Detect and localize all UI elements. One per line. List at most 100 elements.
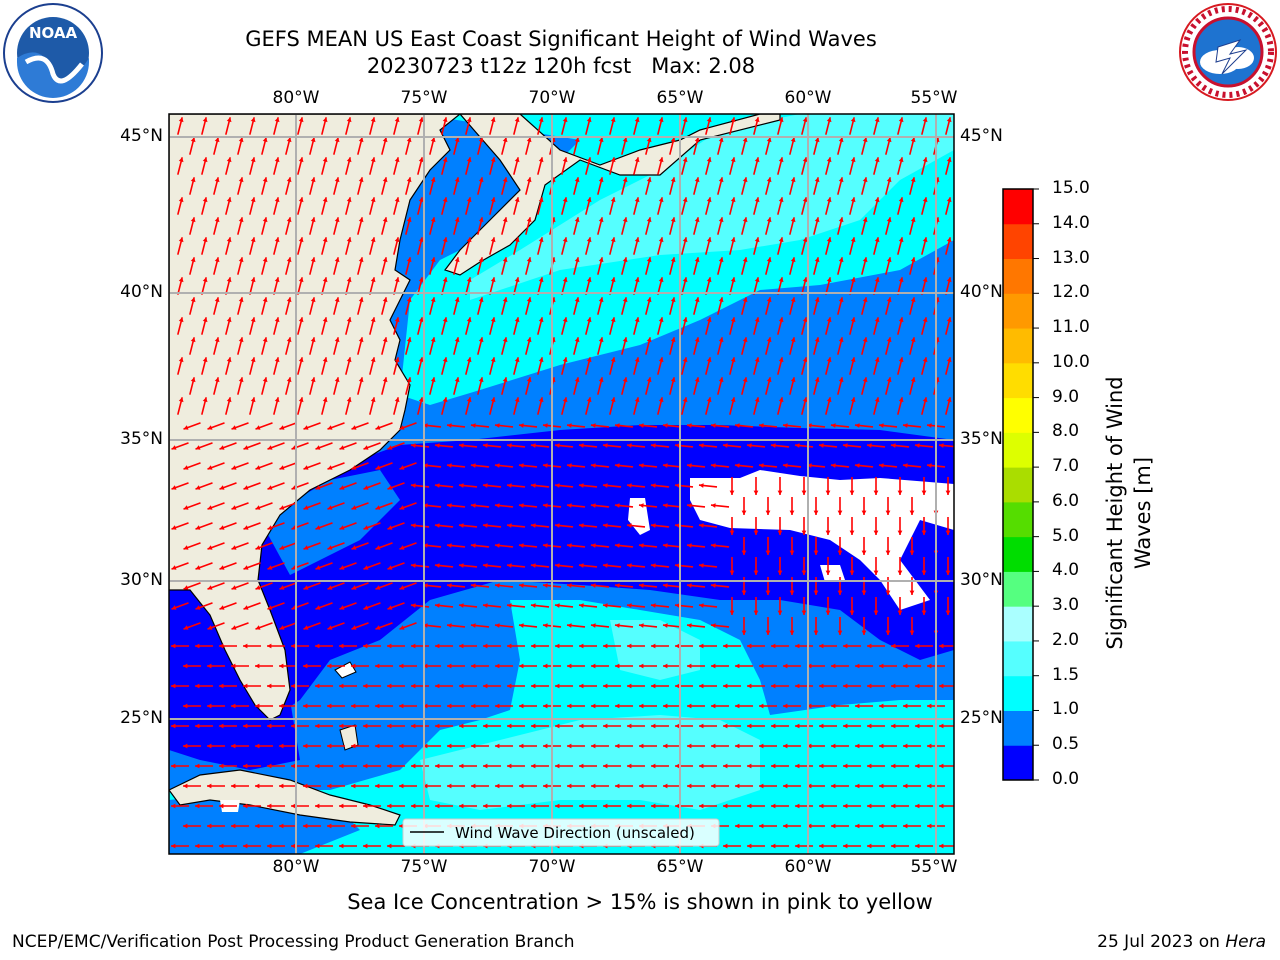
wind-arrow-head (370, 277, 376, 283)
wind-arrow-head (339, 843, 344, 849)
wind-arrow-head (322, 277, 328, 283)
wind-arrow-head (363, 485, 369, 490)
wind-arrow-head (831, 783, 836, 789)
wind-arrow-head (729, 490, 735, 495)
wind-arrow-head (742, 217, 748, 223)
wind-arrow-head (711, 703, 716, 709)
wind-arrow-head (238, 377, 244, 383)
lon-tick-top: 65°W (656, 88, 704, 108)
chart-title: GEFS MEAN US East Coast Significant Heig… (245, 27, 877, 51)
wind-arrow-head (754, 237, 760, 243)
wind-arrow-head (226, 197, 232, 203)
wind-arrow-head (423, 703, 428, 709)
wind-arrow-head (435, 763, 440, 769)
colorbar-tick-label: 4.0 (1052, 560, 1080, 581)
wind-arrow-head (394, 277, 400, 283)
wind-arrow-head (382, 137, 388, 143)
wind-arrow-head (939, 763, 944, 769)
wind-arrow-head (898, 277, 904, 283)
wind-arrow-head (754, 397, 760, 403)
wind-arrow-head (634, 197, 640, 203)
wind-arrow-head (855, 783, 860, 789)
wind-arrow-head (291, 803, 296, 809)
wind-arrow-head (303, 585, 309, 590)
wind-arrow-head (418, 157, 424, 163)
wind-arrow-head (418, 357, 424, 363)
wind-arrow-head (694, 217, 700, 223)
colorbar-tick-label: 15.0 (1052, 178, 1090, 198)
wind-arrow-head (915, 683, 920, 689)
wind-arrow-head (855, 663, 860, 669)
wind-arrow-head (861, 630, 867, 635)
wind-arrow-head (795, 643, 800, 649)
wind-arrow-head (718, 297, 724, 303)
wind-arrow-head (435, 803, 440, 809)
wind-arrow-head (694, 137, 700, 143)
wind-arrow-head (430, 177, 436, 183)
wind-arrow-head (351, 783, 356, 789)
wind-arrow-head (394, 117, 400, 123)
wind-arrow-head (843, 723, 848, 729)
wind-arrow-head (183, 663, 188, 669)
wind-arrow-head (843, 443, 848, 448)
wind-arrow-head (322, 357, 328, 363)
wind-arrow-head (742, 137, 748, 143)
wind-arrow-head (543, 503, 548, 508)
producer-credit: NCEP/EMC/Verification Post Processing Pr… (12, 932, 575, 952)
wind-arrow-head (286, 217, 292, 223)
wind-arrow-head (495, 663, 500, 669)
wind-arrow-head (243, 643, 248, 649)
wind-arrow-head (502, 297, 508, 303)
wind-arrow-head (339, 803, 344, 809)
wind-arrow-head (730, 357, 736, 363)
wind-arrow-head (519, 583, 524, 588)
wind-arrow-head (778, 397, 784, 403)
wind-arrow-head (279, 823, 284, 829)
wind-arrow-head (843, 803, 848, 809)
wind-arrow-head (850, 277, 856, 283)
wind-arrow-head (310, 297, 316, 303)
wind-arrow-head (399, 743, 404, 749)
wind-arrow-head (195, 605, 201, 610)
wind-arrow-head (814, 177, 820, 183)
colorbar-swatch (1003, 223, 1033, 260)
wind-arrow-head (766, 177, 772, 183)
wind-arrow-head (274, 237, 280, 243)
wind-arrow-head (790, 137, 796, 143)
wind-arrow-head (370, 117, 376, 123)
wind-arrow-head (718, 137, 724, 143)
wind-arrow-head (387, 843, 392, 849)
wind-arrow-head (226, 277, 232, 283)
wind-arrow-head (303, 625, 309, 630)
wind-arrow-head (327, 783, 332, 789)
wind-arrow-head (627, 523, 632, 528)
wind-arrow-head (831, 423, 836, 428)
wind-arrow-head (658, 277, 664, 283)
wind-arrow-head (658, 357, 664, 363)
wind-arrow-head (466, 317, 472, 323)
wind-arrow-head (814, 257, 820, 263)
wind-arrow-head (591, 703, 596, 709)
wind-arrow-head (555, 443, 560, 448)
wind-arrow-head (898, 157, 904, 163)
wind-arrow-head (885, 510, 891, 515)
wind-arrow-head (327, 663, 332, 669)
wind-arrow-head (825, 570, 831, 575)
lon-tick-bottom: 65°W (656, 857, 704, 877)
wind-arrow-head (867, 443, 872, 448)
wind-arrow-head (207, 783, 212, 789)
wind-arrow-head (322, 197, 328, 203)
wind-arrow-head (507, 763, 512, 769)
wind-arrow-head (382, 177, 388, 183)
wind-arrow-head (759, 463, 764, 468)
wind-arrow-head (615, 463, 620, 468)
wind-arrow-head (315, 445, 321, 450)
wind-arrow-head (861, 590, 867, 595)
wind-arrow-head (483, 603, 488, 608)
wind-arrow-head (651, 803, 656, 809)
wind-arrow-head (898, 117, 904, 123)
wind-arrow-head (682, 277, 688, 283)
legend-label: Wind Wave Direction (unscaled) (455, 824, 695, 842)
wind-arrow-head (310, 177, 316, 183)
wind-arrow-head (183, 505, 189, 510)
